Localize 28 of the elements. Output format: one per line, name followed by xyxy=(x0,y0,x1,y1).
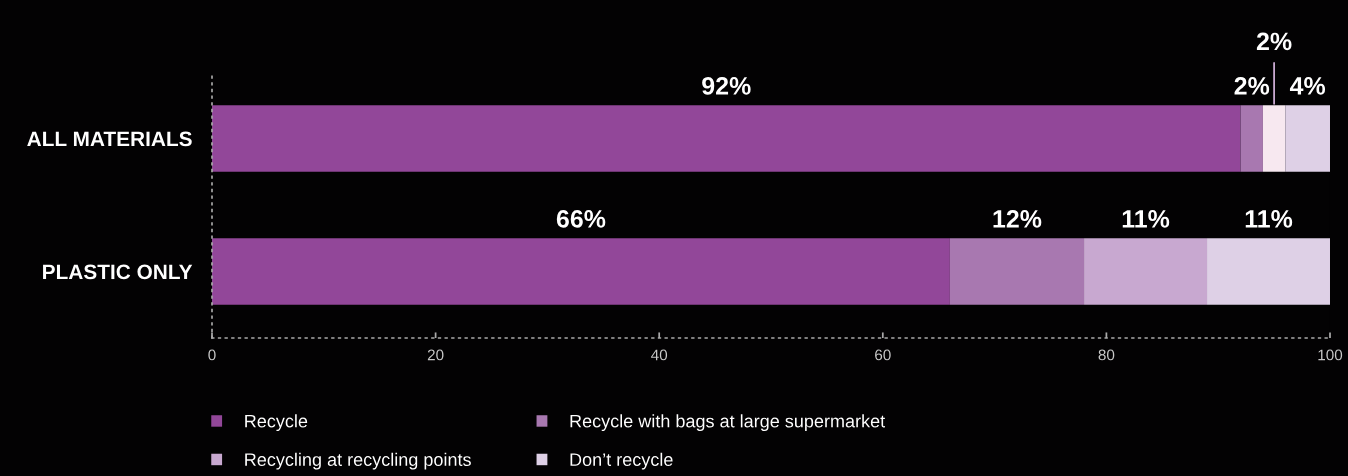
legend-label: Recycling at recycling points xyxy=(245,452,471,470)
legend-label: Recycle xyxy=(245,414,308,432)
data-label: 11% xyxy=(1122,210,1170,228)
data-label: 92% xyxy=(702,77,751,95)
bar xyxy=(1262,105,1286,172)
x-tick-label: 0 xyxy=(208,349,216,361)
data-label: 12% xyxy=(993,210,1042,228)
bar xyxy=(1285,105,1330,172)
y-tick-label: PLASTIC ONLY xyxy=(43,264,193,280)
x-tick-label: 80 xyxy=(1098,349,1115,361)
data-label: 66% xyxy=(556,210,606,228)
legend-label: Don’t recycle xyxy=(570,452,673,470)
x-tick-label: 100 xyxy=(1318,349,1343,361)
data-label: 4% xyxy=(1289,77,1326,95)
data-label: 2% xyxy=(1234,77,1270,95)
x-tick-label: 20 xyxy=(427,349,444,361)
bar xyxy=(1084,238,1208,305)
bar xyxy=(212,238,950,305)
x-tick-label: 40 xyxy=(651,349,668,361)
bar xyxy=(949,238,1085,305)
x-tick-label: 60 xyxy=(875,349,891,361)
bar xyxy=(1240,105,1263,172)
y-tick-label: ALL MATERIALS xyxy=(27,131,192,147)
bar xyxy=(1207,238,1330,305)
bar xyxy=(212,105,1241,172)
data-label: 11% xyxy=(1245,210,1293,228)
data-label: 2% xyxy=(1256,32,1292,51)
legend-label: Recycle with bags at large supermarket xyxy=(570,414,886,432)
